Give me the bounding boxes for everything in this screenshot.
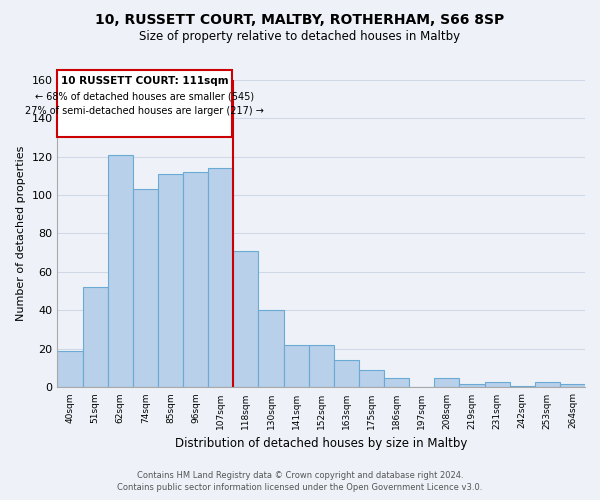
Text: Size of property relative to detached houses in Maltby: Size of property relative to detached ho… [139,30,461,43]
Bar [233,251,259,388]
Bar [460,384,485,388]
Bar [284,345,308,388]
Bar [308,345,334,388]
Bar [384,378,409,388]
Bar [158,174,183,388]
Bar [133,189,158,388]
Text: ← 68% of detached houses are smaller (545): ← 68% of detached houses are smaller (54… [35,91,254,101]
Bar [183,172,208,388]
Text: 27% of semi-detached houses are larger (217) →: 27% of semi-detached houses are larger (… [25,106,264,117]
Bar [560,384,585,388]
X-axis label: Distribution of detached houses by size in Maltby: Distribution of detached houses by size … [175,437,467,450]
Bar [83,288,108,388]
Bar [108,154,133,388]
Bar [535,382,560,388]
Text: 10, RUSSETT COURT, MALTBY, ROTHERHAM, S66 8SP: 10, RUSSETT COURT, MALTBY, ROTHERHAM, S6… [95,12,505,26]
Text: Contains HM Land Registry data © Crown copyright and database right 2024.
Contai: Contains HM Land Registry data © Crown c… [118,471,482,492]
FancyBboxPatch shape [58,70,232,138]
Y-axis label: Number of detached properties: Number of detached properties [16,146,26,321]
Bar [434,378,460,388]
Bar [359,370,384,388]
Bar [58,351,83,388]
Bar [509,386,535,388]
Bar [208,168,233,388]
Text: 10 RUSSETT COURT: 111sqm: 10 RUSSETT COURT: 111sqm [61,76,229,86]
Bar [485,382,509,388]
Bar [259,310,284,388]
Bar [334,360,359,388]
